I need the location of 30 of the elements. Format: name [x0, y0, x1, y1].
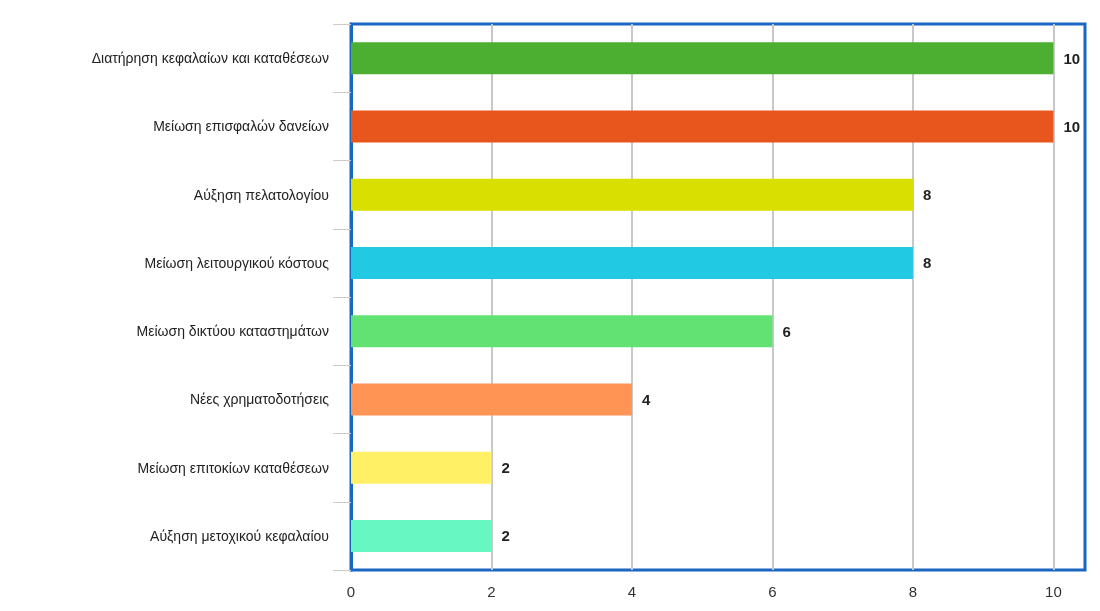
- x-tick-label: 6: [768, 583, 777, 600]
- bar: [351, 315, 773, 348]
- data-label: 10: [1063, 117, 1081, 135]
- y-tick-label: Διατήρηση κεφαλαίων και καταθέσεων: [91, 50, 329, 67]
- y-tick-label: Νέες χρηματοδοτήσεις: [189, 391, 330, 408]
- x-tick-label: 10: [1045, 583, 1062, 600]
- y-tick-label: Μείωση δικτύου καταστημάτων: [136, 323, 329, 340]
- data-label: 10: [1063, 49, 1081, 67]
- data-label: 8: [922, 186, 932, 204]
- bar: [351, 451, 492, 484]
- bar: [351, 519, 492, 552]
- x-tick-label: 0: [346, 583, 356, 600]
- data-label: 2: [501, 459, 510, 477]
- bar: [351, 110, 1054, 143]
- data-label: 2: [501, 527, 510, 545]
- bar: [351, 178, 913, 211]
- y-tick-label: Μείωση επιτοκίων καταθέσεων: [137, 459, 329, 476]
- x-tick-label: 8: [908, 583, 918, 600]
- bar: [351, 246, 913, 279]
- y-tick-label: Μείωση λειτουργικού κόστους: [144, 254, 330, 271]
- x-tick-label: 4: [627, 583, 637, 600]
- y-tick-label: Μείωση επισφαλών δανείων: [153, 118, 329, 135]
- data-label: 6: [782, 322, 791, 340]
- y-tick-label: Αύξηση πελατολογίου: [193, 186, 329, 203]
- y-tick-label: Αύξηση μετοχικού κεφαλαίου: [150, 527, 329, 544]
- x-tick-label: 2: [487, 583, 496, 600]
- data-label: 4: [641, 390, 651, 408]
- bar: [351, 42, 1054, 75]
- bar: [351, 383, 632, 416]
- data-label: 8: [922, 254, 932, 272]
